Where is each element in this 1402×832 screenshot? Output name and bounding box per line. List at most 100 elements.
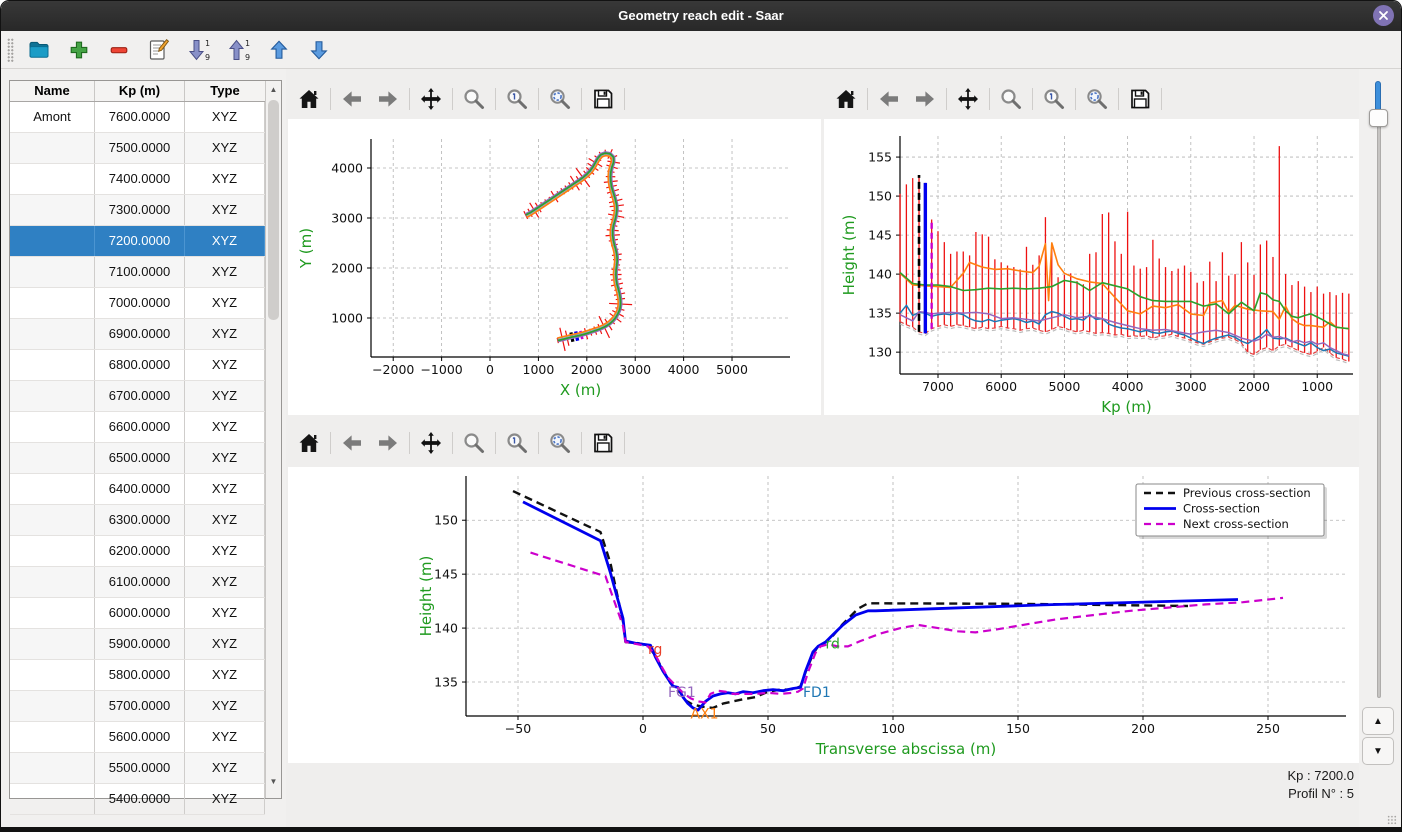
forward-button[interactable]	[373, 84, 403, 114]
scroll-down-button[interactable]: ▼	[266, 773, 281, 790]
zoom-button[interactable]	[459, 84, 489, 114]
svg-text:4000: 4000	[331, 161, 363, 176]
home-button[interactable]	[294, 428, 324, 458]
svg-text:150: 150	[1006, 721, 1030, 736]
sort-ascending-icon: 1 9	[186, 38, 212, 62]
table-cell: 6000.0000	[95, 598, 185, 628]
back-button[interactable]	[874, 84, 904, 114]
close-button[interactable]	[1373, 5, 1394, 26]
open-folder-button[interactable]	[24, 35, 54, 65]
zoom-one-button[interactable]	[1039, 84, 1069, 114]
save-figure-button[interactable]	[588, 84, 618, 114]
move-down-button[interactable]	[304, 35, 334, 65]
home-button[interactable]	[831, 84, 861, 114]
home-button[interactable]	[294, 84, 324, 114]
move-up-button[interactable]	[264, 35, 294, 65]
zoom-icon	[999, 87, 1023, 111]
zoom-icon	[462, 431, 486, 455]
scrollbar-thumb[interactable]	[268, 100, 279, 320]
edit-section-button[interactable]	[144, 35, 174, 65]
slider-handle[interactable]	[1369, 109, 1388, 127]
svg-text:0: 0	[486, 362, 494, 377]
column-header-kp[interactable]: Kp (m)	[95, 81, 185, 101]
svg-text:155: 155	[868, 150, 892, 165]
edit-icon	[147, 38, 171, 62]
toolbar-grip[interactable]	[7, 38, 14, 62]
table-scrollbar[interactable]: ▲ ▼	[265, 81, 281, 798]
zoom-button[interactable]	[459, 428, 489, 458]
forward-button[interactable]	[373, 428, 403, 458]
forward-button[interactable]	[910, 84, 940, 114]
table-cell	[10, 226, 95, 256]
slider-groove[interactable]	[1377, 113, 1381, 698]
sort-descending-button[interactable]: 1 9	[224, 35, 254, 65]
sort-ascending-button[interactable]: 1 9	[184, 35, 214, 65]
zoom-selection-button[interactable]	[1082, 84, 1112, 114]
svg-text:1000: 1000	[523, 362, 555, 377]
pan-button[interactable]	[953, 84, 983, 114]
zoom-button[interactable]	[996, 84, 1026, 114]
table-cell: XYZ	[185, 381, 265, 411]
svg-text:9: 9	[205, 53, 210, 62]
column-header-name[interactable]: Name	[10, 81, 95, 101]
zoom-one-button[interactable]	[502, 84, 532, 114]
titlebar[interactable]: Geometry reach edit - Saar	[1, 1, 1401, 31]
zoom-selection-button[interactable]	[545, 84, 575, 114]
resize-grip[interactable]	[1387, 815, 1397, 825]
back-button[interactable]	[337, 428, 367, 458]
profile-plot-toolbar	[831, 81, 1162, 117]
zoom-selection-icon	[1085, 87, 1109, 111]
zoom-selection-button[interactable]	[545, 428, 575, 458]
table-cell	[10, 722, 95, 752]
plan-plot-toolbar	[294, 81, 625, 117]
table-cell	[10, 474, 95, 504]
table-cell	[10, 195, 95, 225]
svg-text:6000: 6000	[985, 379, 1017, 394]
svg-text:Y (m): Y (m)	[297, 228, 315, 269]
remove-section-button[interactable]	[104, 35, 134, 65]
table-cell: XYZ	[185, 288, 265, 318]
next-profile-button[interactable]: ▼	[1362, 737, 1394, 765]
svg-text:Transverse abscissa (m): Transverse abscissa (m)	[815, 740, 997, 758]
zoom-one-button[interactable]	[502, 428, 532, 458]
pan-button[interactable]	[416, 428, 446, 458]
pan-button[interactable]	[416, 84, 446, 114]
sort-descending-icon: 1 9	[226, 38, 252, 62]
status-kp: Kp : 7200.0	[1288, 767, 1355, 785]
add-section-button[interactable]	[64, 35, 94, 65]
previous-profile-button[interactable]: ▲	[1362, 707, 1394, 735]
column-header-type[interactable]: Type	[185, 81, 265, 101]
scroll-up-button[interactable]: ▲	[266, 81, 281, 98]
table-cell: XYZ	[185, 660, 265, 690]
save-figure-button[interactable]	[1125, 84, 1155, 114]
back-button[interactable]	[337, 84, 367, 114]
save-figure-button[interactable]	[588, 428, 618, 458]
table-cell	[10, 319, 95, 349]
